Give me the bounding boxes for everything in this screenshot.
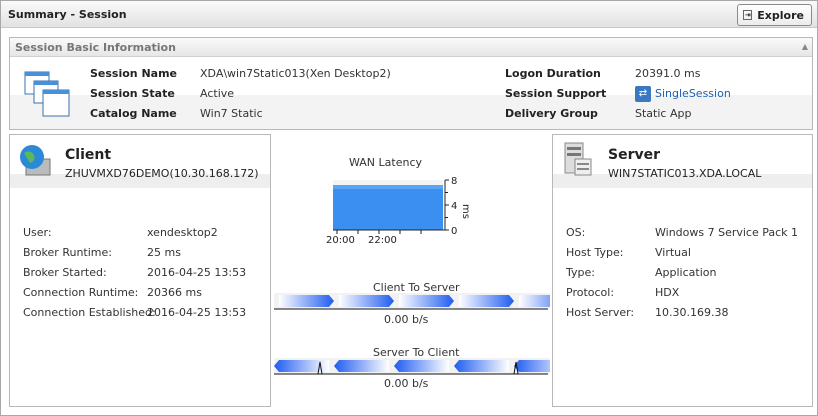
explore-button[interactable]: ⇥ Explore [737, 4, 812, 26]
session-support-value[interactable]: SingleSession [655, 87, 731, 100]
client-row-label: Connection Established: [23, 306, 156, 319]
latency-area-highlight [333, 185, 443, 189]
flow-arrow [519, 295, 550, 307]
client-to-server-value: 0.00 b/s [384, 313, 429, 326]
delivery-group-value: Static App [635, 107, 692, 120]
flow-arrow [454, 360, 509, 372]
client-row-label: User: [23, 226, 52, 239]
y-tick-label: 8 [451, 176, 457, 187]
client-panel: Client ZHUVMXD76DEMO(10.30.168.172) User… [9, 134, 271, 407]
flow-spike [513, 361, 519, 375]
session-name-value: XDA\win7Static013(Xen Desktop2) [200, 67, 391, 80]
flow-arrow [274, 360, 329, 372]
panel-title: Session Basic Information [15, 41, 176, 54]
server-to-client-value: 0.00 b/s [384, 377, 429, 390]
server-row-label: Type: [566, 266, 595, 279]
session-windows-icon [24, 71, 70, 117]
catalog-name-label: Catalog Name [90, 107, 177, 120]
flow-arrow [279, 295, 334, 307]
explore-icon: ⇥ [743, 10, 753, 20]
wan-latency-title: WAN Latency [349, 156, 423, 169]
y-tick-label: 0 [451, 226, 457, 237]
explore-label: Explore [757, 8, 804, 22]
logon-duration-value: 20391.0 ms [635, 67, 701, 80]
client-row-label: Broker Started: [23, 266, 107, 279]
flow-arrow [339, 295, 394, 307]
client-globe-icon [20, 145, 51, 176]
server-icon [564, 142, 592, 176]
server-row-label: Host Server: [566, 306, 635, 319]
row-band [10, 95, 812, 129]
flow-arrow [394, 360, 449, 372]
flow-arrow [459, 295, 514, 307]
client-row-value: 25 ms [147, 246, 181, 259]
server-row-label: OS: [566, 226, 586, 239]
client-to-server-flow [274, 293, 550, 310]
client-to-server-title: Client To Server [373, 281, 460, 294]
server-subtitle: WIN7STATIC013.XDA.LOCAL [608, 167, 762, 180]
server-row-value: HDX [655, 286, 680, 299]
server-title: Server [608, 147, 661, 163]
y-tick-label: 4 [451, 201, 457, 212]
x-tick-label: 22:00 [368, 235, 397, 246]
client-row-value: 2016-04-25 13:53 [147, 266, 247, 279]
flow-arrow [334, 360, 389, 372]
client-row-value: 20366 ms [147, 286, 202, 299]
client-row-value: xendesktop2 [147, 226, 218, 239]
session-support-icon: ⇄ [635, 86, 651, 102]
server-row-label: Protocol: [566, 286, 615, 299]
page-title: Summary - Session [8, 8, 127, 21]
server-row-value: Windows 7 Service Pack 1 [655, 226, 799, 239]
flow-arrow [514, 360, 550, 372]
subtitle-band [10, 174, 270, 188]
subtitle-band [553, 174, 812, 188]
session-name-label: Session Name [90, 67, 178, 80]
session-state-value: Active [200, 87, 235, 100]
flow-spike [317, 361, 323, 375]
client-row-label: Broker Runtime: [23, 246, 112, 259]
wan-latency-chart: 0 4 8 20:00 22:00 ms [326, 176, 470, 246]
server-row-value: Application [655, 266, 717, 279]
flow-arrow [399, 295, 454, 307]
server-to-client-flow [274, 358, 550, 375]
collapse-icon[interactable]: ▲ [801, 42, 808, 51]
client-row-label: Connection Runtime: [23, 286, 139, 299]
y-axis-label: ms [460, 204, 470, 219]
x-tick-label: 20:00 [326, 235, 355, 246]
panel-header[interactable]: Session Basic Information [10, 38, 812, 57]
server-panel: Server WIN7STATIC013.XDA.LOCAL OS: Window… [552, 134, 813, 407]
client-subtitle: ZHUVMXD76DEMO(10.30.168.172) [65, 167, 259, 180]
latency-area [333, 185, 443, 230]
session-state-label: Session State [90, 87, 175, 100]
server-row-value: 10.30.169.38 [655, 306, 729, 319]
session-basic-info-panel: Session Basic Information ▲ Session Name… [9, 37, 813, 130]
session-support-label: Session Support [505, 87, 607, 100]
catalog-name-value: Win7 Static [200, 107, 263, 120]
server-row-label: Host Type: [566, 246, 624, 259]
delivery-group-label: Delivery Group [505, 107, 598, 120]
server-to-client-title: Server To Client [373, 346, 460, 359]
client-title: Client [65, 147, 112, 163]
server-row-value: Virtual [655, 246, 691, 259]
title-bar: Summary - Session ⇥ Explore [1, 1, 817, 28]
logon-duration-label: Logon Duration [505, 67, 601, 80]
client-row-value: 2016-04-25 13:53 [147, 306, 247, 319]
